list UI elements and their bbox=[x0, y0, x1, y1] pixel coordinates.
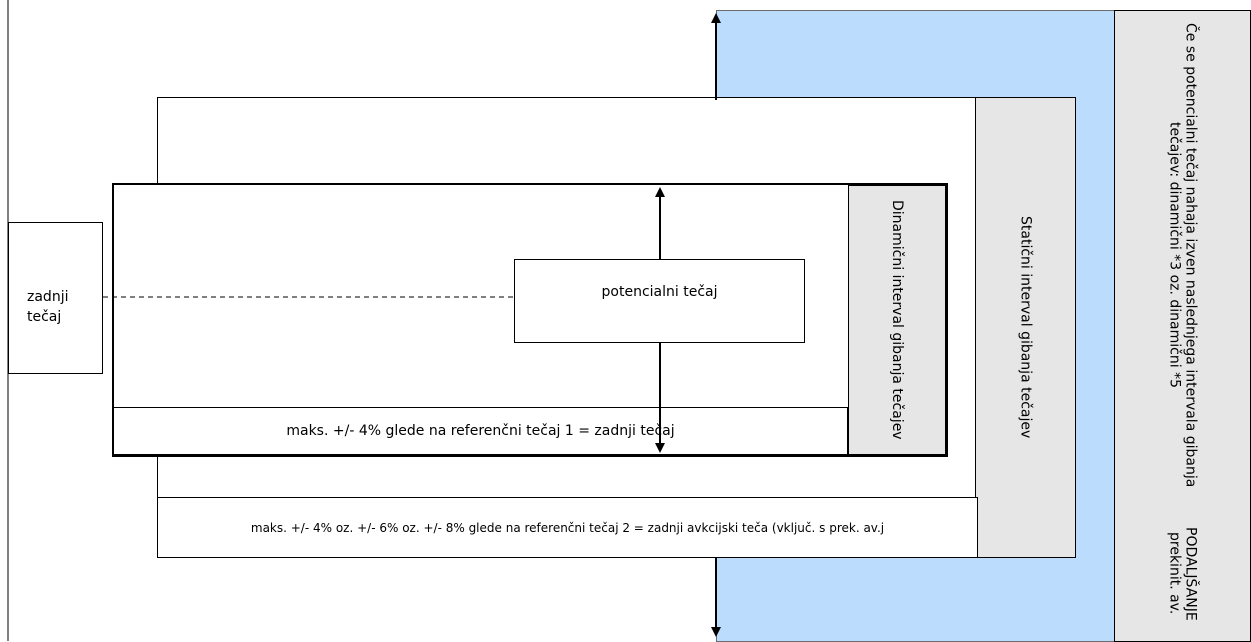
static-interval-label: Statični interval gibanja tečajev bbox=[1017, 216, 1034, 439]
last-price-label: zadnji tečaj bbox=[27, 289, 69, 325]
potential-price-label: potencialni tečaj bbox=[601, 284, 718, 300]
static-limit-text: maks. +/- 4% oz. +/- 6% oz. +/- 8% glede… bbox=[250, 520, 885, 535]
outside-interval-condition: Če se potencialni tečaj nahaja izven nas… bbox=[1166, 23, 1199, 488]
interruption-extension-label: PODALJŠANJE prekinit. av. bbox=[1166, 526, 1199, 621]
dynamic-limit-caption: maks. +/- 4% glede na referenčni tečaj 1… bbox=[113, 407, 848, 455]
dynamic-limit-text: maks. +/- 4% glede na referenčni tečaj 1… bbox=[286, 423, 675, 439]
static-interval-panel: Statični interval gibanja tečajev bbox=[975, 97, 1076, 558]
last-price-box: zadnji tečaj bbox=[8, 222, 103, 374]
potential-price-box: potencialni tečaj bbox=[514, 259, 805, 343]
dynamic-interval-panel: Dinamični interval gibanja tečajev bbox=[848, 185, 946, 455]
dynamic-interval-label: Dinamični interval gibanja tečajev bbox=[889, 200, 905, 440]
outside-interval-text: Če se potencialni tečaj nahaja izven nas… bbox=[1167, 21, 1199, 631]
static-limit-caption: maks. +/- 4% oz. +/- 6% oz. +/- 8% glede… bbox=[157, 497, 978, 558]
outside-interval-panel: Če se potencialni tečaj nahaja izven nas… bbox=[1114, 10, 1251, 642]
